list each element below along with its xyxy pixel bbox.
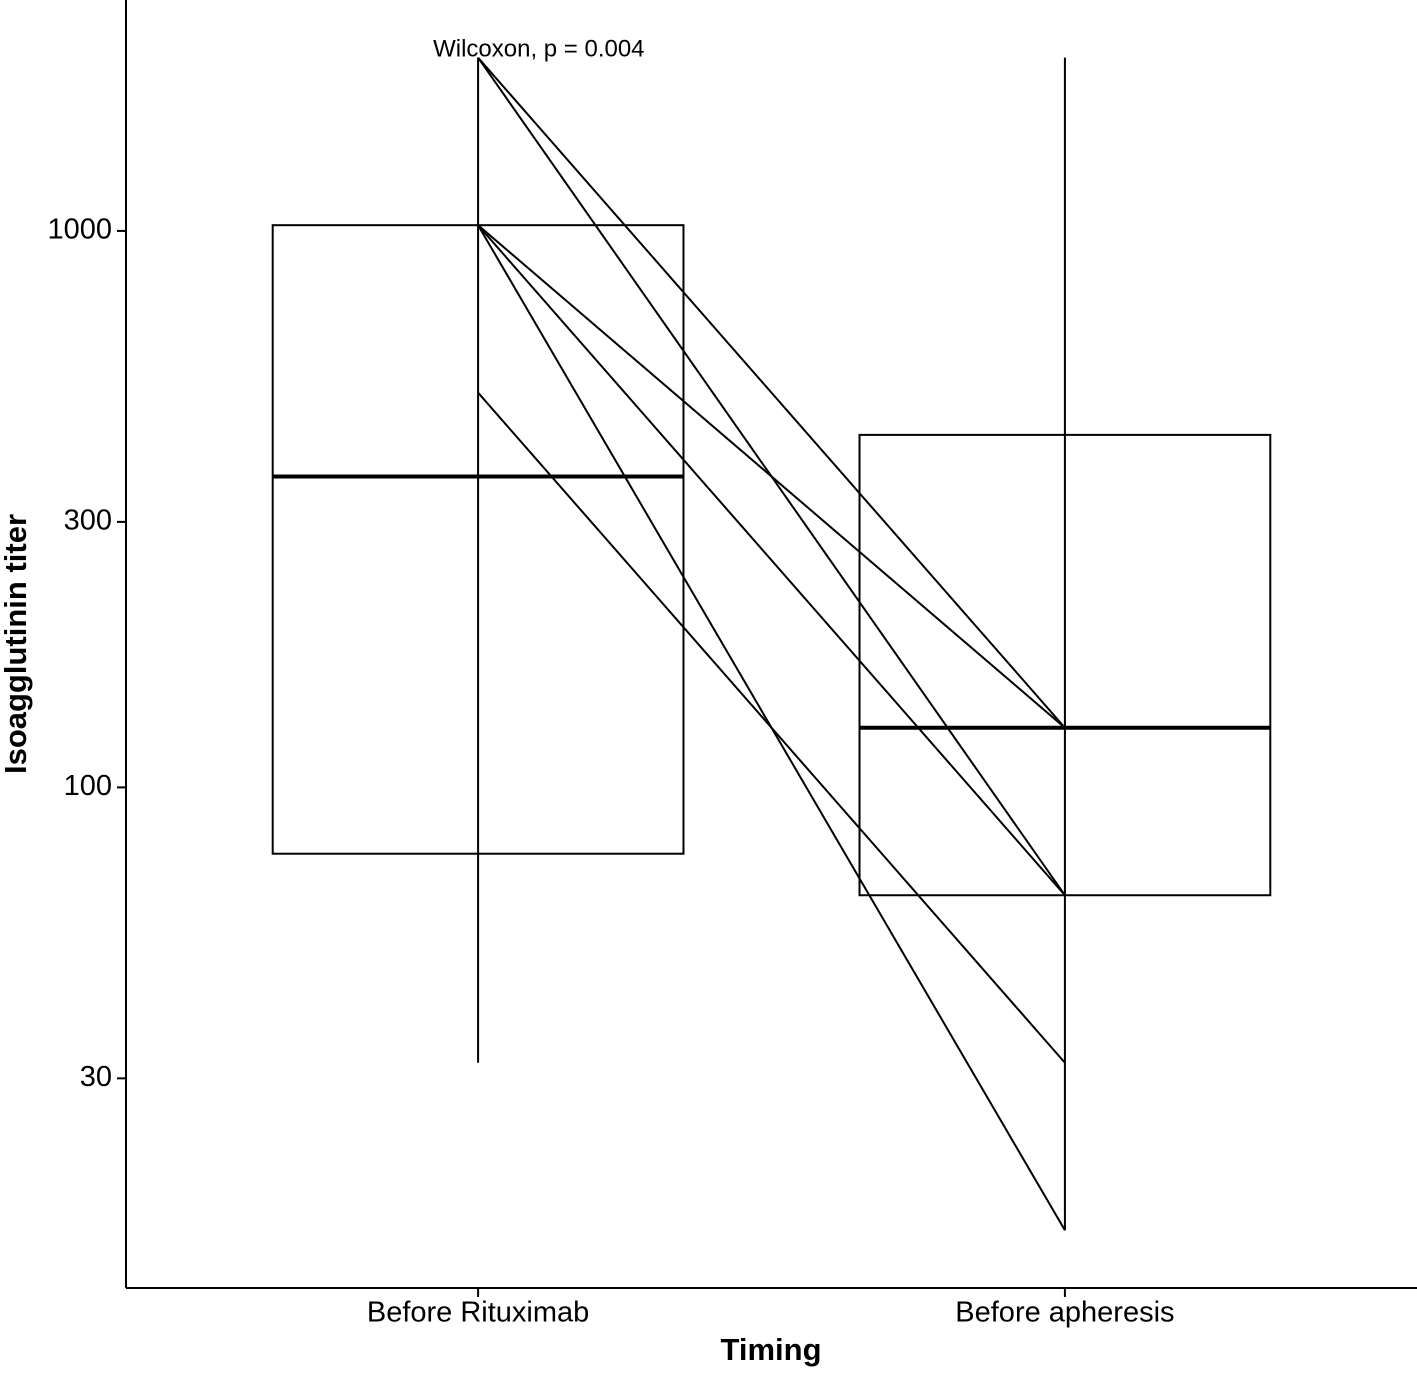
pair-line xyxy=(477,224,1066,729)
x-tick-label: Before apheresis xyxy=(955,1297,1174,1329)
y-tick-label: 300 xyxy=(64,505,112,537)
y-tick-label: 30 xyxy=(80,1061,112,1093)
y-tick-label: 1000 xyxy=(47,214,112,246)
y-tick-label: 100 xyxy=(64,770,112,802)
pair-line xyxy=(477,392,1066,1064)
y-axis-title: Isoagglutinin titer xyxy=(0,514,33,774)
pair-line xyxy=(477,57,1066,729)
pair-line xyxy=(477,224,1066,896)
x-tick-label: Before Rituximab xyxy=(367,1297,589,1329)
annotation: Wilcoxon, p = 0.004 xyxy=(433,35,644,62)
x-axis-title: Timing xyxy=(720,1332,821,1367)
